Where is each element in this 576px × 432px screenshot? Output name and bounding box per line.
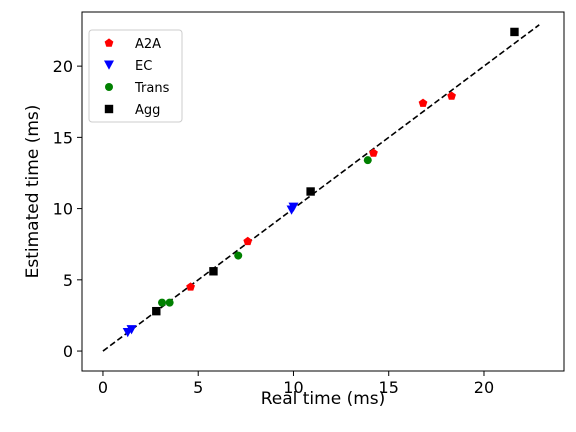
legend-label: EC — [135, 59, 152, 74]
legend-marker — [104, 104, 114, 114]
reference-line — [102, 24, 540, 352]
legend-box — [88, 29, 183, 123]
series-trans — [158, 156, 372, 307]
y-tick-label: 15 — [53, 128, 73, 147]
data-point — [418, 98, 428, 107]
series-a2a — [186, 91, 456, 291]
x-tick-label: 20 — [474, 378, 494, 397]
data-point — [288, 202, 299, 212]
x-tick-label: 10 — [283, 378, 303, 397]
data-point — [447, 91, 456, 100]
data-point — [510, 27, 519, 37]
x-tick-label: 15 — [379, 378, 399, 397]
legend-label: A2A — [135, 37, 161, 52]
data-point — [158, 298, 167, 307]
series-agg — [152, 27, 519, 316]
y-tick-label: 10 — [53, 200, 73, 219]
axis-ticks: 0 5 10 15 20 0 5 10 15 20 — [53, 57, 495, 397]
data-point — [165, 298, 174, 307]
x-tick-label: 5 — [193, 378, 203, 397]
legend-marker — [104, 38, 114, 47]
x-tick-label: 0 — [98, 378, 108, 397]
y-tick-label: 5 — [63, 271, 73, 290]
y-tick-label: 0 — [63, 342, 73, 361]
data-point — [186, 282, 195, 291]
data-point — [234, 251, 243, 260]
data-point — [363, 156, 372, 165]
axes-frame — [81, 11, 565, 372]
plot-area — [102, 24, 540, 352]
y-tick-label: 20 — [53, 57, 73, 76]
legend-marker — [104, 60, 114, 70]
legend-label: Agg — [135, 103, 160, 118]
x-axis-label: Real time (ms) — [261, 389, 386, 409]
data-point — [126, 325, 137, 335]
data-point — [152, 306, 161, 316]
data-point — [369, 148, 378, 157]
legend-marker — [105, 83, 113, 91]
series-ec — [122, 202, 299, 338]
y-axis-label: Estimated time (ms) — [23, 105, 43, 279]
data-point — [209, 267, 218, 276]
data-point — [306, 187, 315, 196]
legend: A2A EC Trans Agg — [88, 29, 183, 123]
data-point — [243, 236, 253, 246]
legend-label: Trans — [134, 81, 170, 96]
